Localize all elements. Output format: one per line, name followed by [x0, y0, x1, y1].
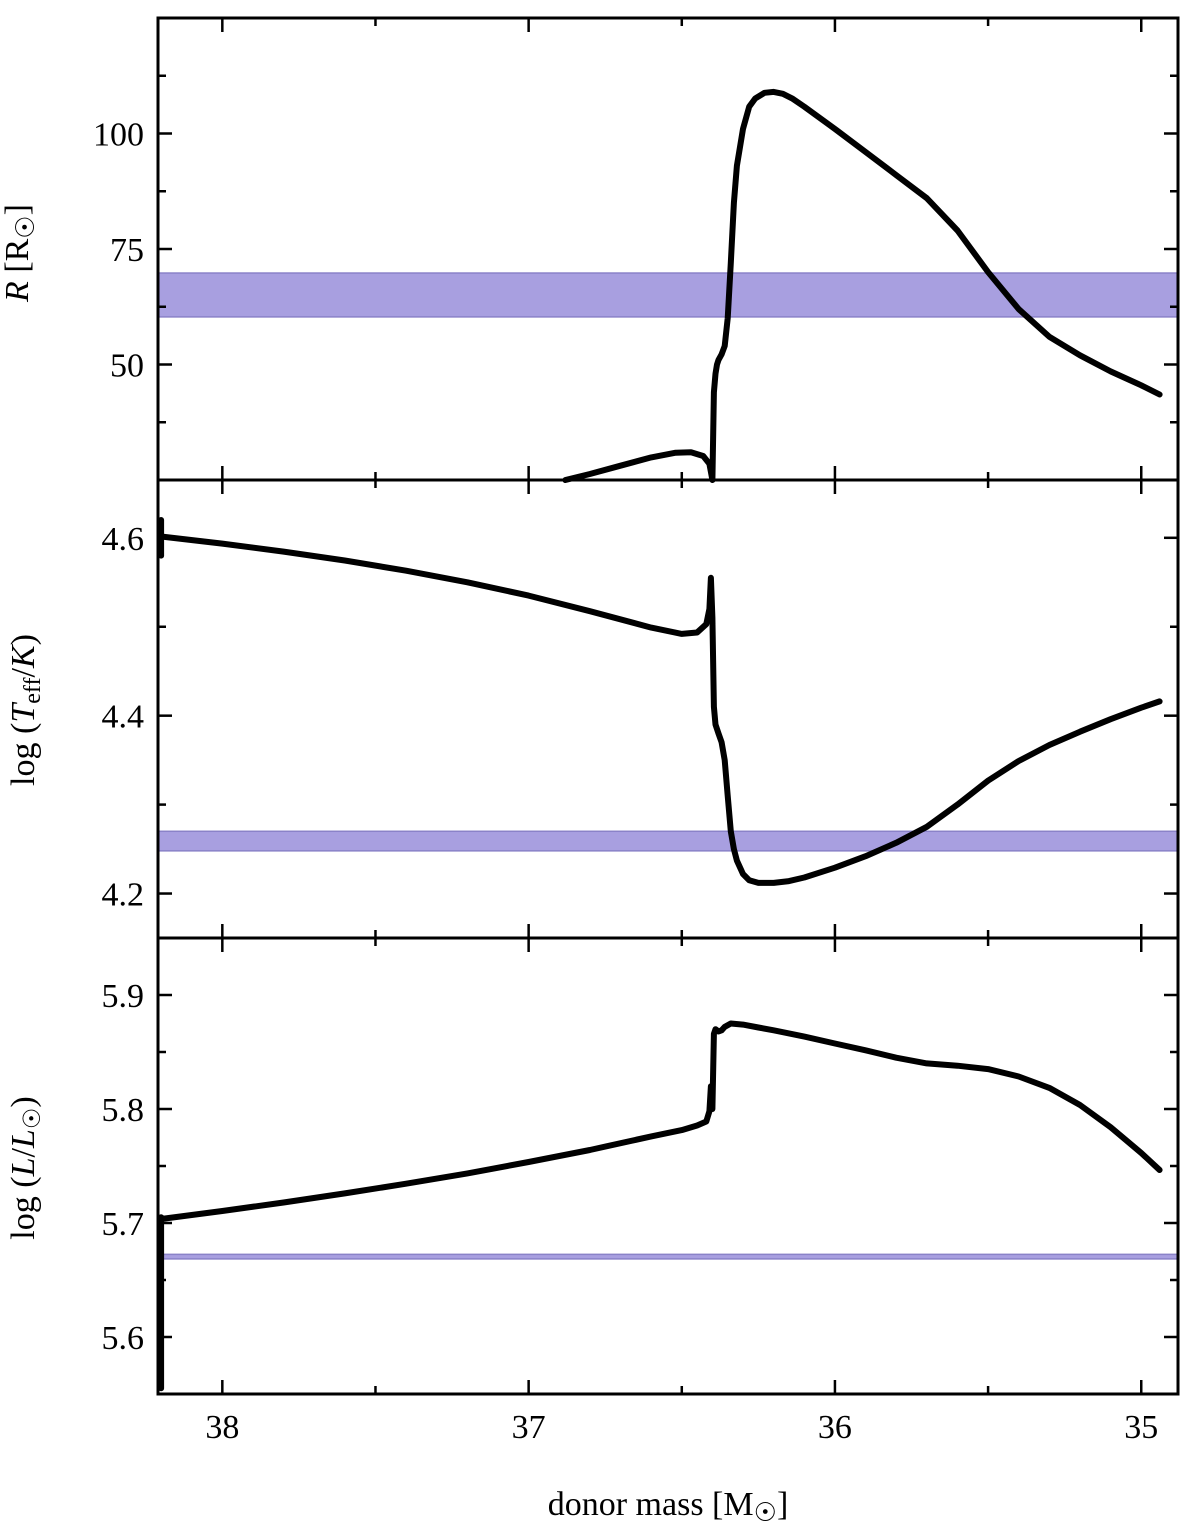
- bottom-model-curve-0: [158, 1020, 1163, 1222]
- xlabel: donor mass [M☉]: [548, 1486, 789, 1524]
- luminosity-ylabel-lsun: L: [5, 1129, 42, 1149]
- radius-ticks: [158, 18, 1178, 480]
- luminosity-curves: [158, 1020, 1163, 1392]
- luminosity-ticks: [158, 938, 1178, 1394]
- luminosity-ylabel-log: log (: [5, 1176, 42, 1239]
- teff-ylabel: log (Teff/K): [5, 634, 46, 786]
- bottom-ytick-label: 5.7: [102, 1206, 145, 1243]
- radius-observed-band: [157, 272, 1179, 318]
- panel-luminosity: 5.65.75.85.9 38 37 36 35 log (L/L☉) donor m…: [5, 936, 1180, 1524]
- teff-ylabel-log: log (: [5, 723, 42, 786]
- top-ytick-label: 75: [110, 232, 144, 269]
- teff-ytick-labels: 4.2 4.4 4.6: [102, 521, 145, 914]
- xtick-label: 35: [1124, 1409, 1158, 1446]
- luminosity-observed-band: [157, 1253, 1179, 1260]
- xlabel-close: ]: [777, 1486, 788, 1523]
- bottom-ytick-label: 5.6: [102, 1320, 145, 1357]
- teff-observed-band: [157, 830, 1179, 852]
- xtick-label: 37: [512, 1409, 546, 1446]
- radius-ylabel: R [R☉]: [0, 204, 40, 303]
- luminosity-ylabel: log (L/L☉): [5, 1096, 46, 1239]
- teff-ylabel-k: K: [5, 643, 42, 669]
- radius-curves: [562, 88, 1163, 483]
- luminosity-ylabel-close: ): [5, 1096, 42, 1107]
- teff-axes-frame: [156, 478, 1180, 940]
- radius-ylabel-symbol: R: [0, 281, 36, 303]
- teff-ylabel-t: T: [5, 702, 42, 723]
- middle-ytick-label: 4.4: [102, 699, 145, 736]
- xtick-label: 36: [818, 1409, 852, 1446]
- middle-model-curve-0: [158, 533, 1163, 886]
- teff-ylabel-slash: /: [5, 668, 42, 678]
- radius-ylabel-unit: [R: [0, 238, 36, 281]
- luminosity-xtick-labels: 38 37 36 35: [205, 1409, 1158, 1446]
- xlabel-sun: ☉: [754, 1498, 777, 1524]
- middle-ytick-label: 4.6: [102, 521, 145, 558]
- bottom-ytick-label: 5.8: [102, 1092, 145, 1129]
- panel-teff: 4.2 4.4 4.6 log (Teff/K): [5, 478, 1180, 940]
- radius-axes-frame: [156, 16, 1180, 482]
- teff-ylabel-sub: eff: [20, 678, 46, 704]
- luminosity-axes-frame: [156, 936, 1180, 1396]
- panel-radius: 50 75 100 R [R☉]: [0, 16, 1180, 483]
- teff-ticks: [158, 480, 1178, 938]
- teff-ylabel-close: ): [5, 634, 42, 645]
- luminosity-ylabel-sun: ☉: [20, 1108, 46, 1130]
- radius-ylabel-close: ]: [0, 204, 36, 215]
- middle-ytick-label: 4.2: [102, 877, 145, 914]
- top-ytick-label: 100: [93, 117, 144, 154]
- radius-ylabel-sun: ☉: [11, 215, 40, 238]
- luminosity-ylabel-slash: /: [5, 1148, 42, 1158]
- bottom-ytick-label: 5.9: [102, 978, 145, 1015]
- luminosity-ylabel-l: L: [5, 1158, 42, 1178]
- teff-curves: [158, 517, 1163, 886]
- top-ytick-label: 50: [110, 348, 144, 385]
- xlabel-text: donor mass [M: [548, 1486, 754, 1523]
- radius-ytick-labels: 50 75 100: [93, 117, 144, 385]
- xtick-label: 38: [205, 1409, 239, 1446]
- luminosity-ytick-labels: 5.6 5.7 5.8 5.9: [102, 978, 145, 1357]
- top-model-curve-0: [562, 88, 1163, 483]
